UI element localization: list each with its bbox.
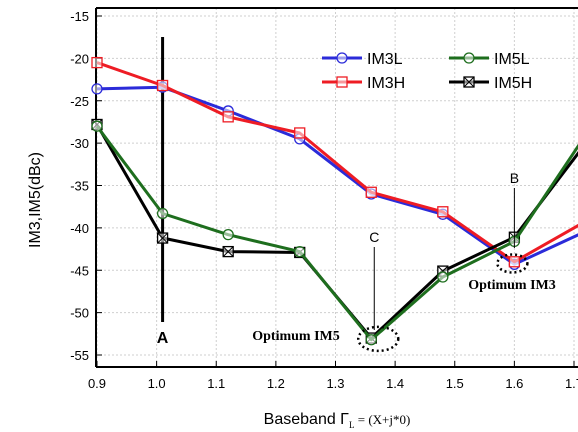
- series-line-im5l: [95, 125, 578, 342]
- x-tick-label: 1.5: [446, 376, 464, 391]
- data-point-square-x: [222, 245, 234, 258]
- legend-item-im5h: IM5H: [449, 75, 532, 92]
- y-tick-label: -30: [70, 136, 89, 151]
- x-tick-label: 1.4: [386, 376, 404, 391]
- legend-label: IM3L: [367, 51, 403, 68]
- axis-ticks: 0.9 1.0 1.1 1.2 1.3 1.4 1.5 1.6 1.7 -15 -20 -25 -30 -…: [70, 9, 578, 391]
- y-tick-label: -35: [70, 179, 89, 194]
- y-tick-label: -20: [70, 51, 89, 66]
- data-point-circle: [365, 334, 377, 346]
- data-point-square-x-cross: [463, 76, 475, 88]
- y-axis-label: IM3,IM5(dBc): [27, 152, 44, 248]
- data-point-square: [365, 186, 377, 198]
- data-point-square: [156, 79, 169, 92]
- data-point-square: [91, 56, 103, 69]
- series-im5l: [91, 120, 578, 346]
- x-tick-label: 1.2: [267, 376, 285, 391]
- series-im3h: [91, 56, 578, 268]
- x-tick-label: 1.3: [326, 376, 344, 391]
- data-point-square: [222, 111, 234, 123]
- data-point-circle: [294, 245, 306, 258]
- data-point-square: [508, 256, 521, 268]
- data-point-circle: [463, 52, 475, 64]
- legend-label: IM5L: [494, 51, 530, 68]
- data-point-square: [437, 206, 449, 218]
- legend-item-im3l: IM3L: [322, 51, 403, 68]
- x-axis-label-main: Baseband Γ: [264, 411, 350, 428]
- plot-area: [96, 8, 578, 367]
- data-point-circle: [222, 229, 234, 241]
- legend: IM3L IM5L IM3H IM5H: [322, 51, 532, 92]
- x-axis-label-sub: L: [349, 420, 355, 430]
- data-point-circle: [91, 83, 103, 95]
- data-point-square-x: [156, 232, 169, 244]
- data-point-circle: [336, 52, 348, 64]
- y-tick-label: -25: [70, 94, 89, 109]
- x-tick-label: 1.7: [565, 376, 578, 391]
- annotations: A B Optimum IM3 C Optimum IM5: [157, 170, 556, 353]
- y-tick-label: -50: [70, 306, 89, 321]
- x-tick-label: 0.9: [88, 376, 106, 391]
- data-point-circle: [91, 120, 103, 132]
- x-tick-label: 1.6: [505, 376, 523, 391]
- x-tick-label: 1.1: [207, 376, 225, 391]
- legend-item-im5l: IM5L: [449, 51, 530, 68]
- y-tick-label: -45: [70, 263, 89, 278]
- label-a: A: [157, 330, 169, 347]
- y-tick-label: -15: [70, 9, 89, 24]
- y-tick-label: -55: [70, 348, 89, 363]
- x-tick-label: 1.0: [148, 376, 166, 391]
- legend-label: IM3H: [367, 75, 405, 92]
- legend-item-im3h: IM3H: [322, 75, 405, 92]
- data-point-square: [336, 76, 348, 88]
- data-point-circle: [437, 271, 449, 283]
- label-b: B: [510, 170, 519, 186]
- data-point-square: [294, 127, 306, 139]
- x-axis-label-rest: = (X+j*0): [355, 412, 411, 427]
- data-point-square-x: [463, 76, 475, 88]
- data-point-square-x-cross: [222, 246, 234, 257]
- ellipse-optimum-im5: [357, 325, 400, 353]
- y-tick-label: -40: [70, 221, 89, 236]
- label-optimum-im5: Optimum IM5: [252, 329, 340, 344]
- data-point-square-x-cross: [157, 232, 168, 244]
- data-point-circle: [156, 207, 169, 220]
- x-axis-label: Baseband ΓL = (X+j*0): [264, 411, 411, 430]
- legend-label: IM5H: [494, 75, 532, 92]
- ellipse-optimum-im3: [496, 253, 529, 274]
- series-line-im3h: [96, 61, 578, 264]
- label-c: C: [369, 229, 379, 245]
- label-optimum-im3: Optimum IM3: [468, 278, 556, 293]
